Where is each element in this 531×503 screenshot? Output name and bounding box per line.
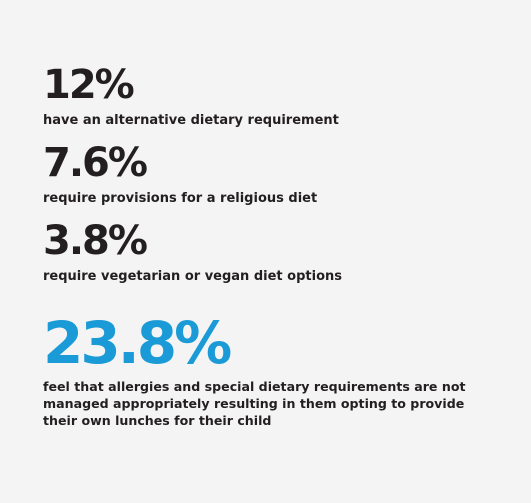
description-line: managed appropriately resulting in them … [43,396,465,411]
stat-description-own-lunches: feel that allergies and special dietary … [43,378,466,429]
stat-description-alternative-diet: have an alternative dietary requirement [43,113,339,128]
stat-value-own-lunches: 23.8% [43,309,232,377]
stat-value-religious-diet: 7.6% [43,140,148,186]
description-line: feel that allergies and special dietary … [43,379,466,394]
stat-value-alternative-diet: 12% [43,62,135,108]
description-line: their own lunches for their child [43,413,272,428]
stat-value-vegetarian-vegan: 3.8% [43,218,148,264]
stat-description-vegetarian-vegan: require vegetarian or vegan diet options [43,269,342,284]
stat-description-religious-diet: require provisions for a religious diet [43,191,318,206]
